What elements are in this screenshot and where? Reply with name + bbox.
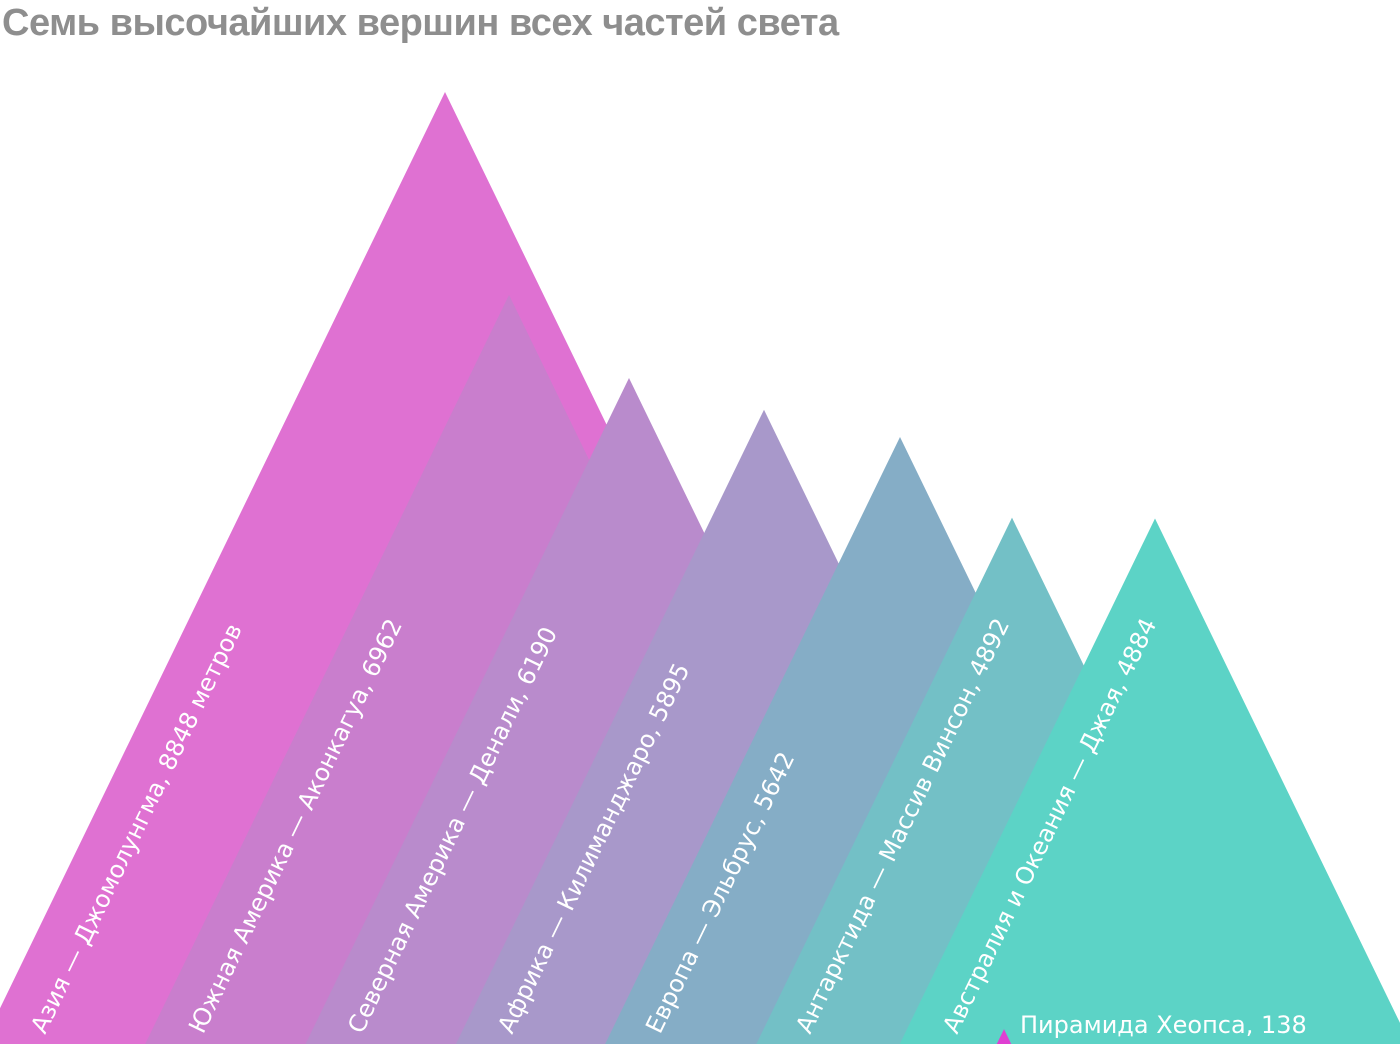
peak-7 bbox=[899, 518, 1400, 1044]
peaks-layer bbox=[0, 92, 1400, 1044]
pyramid-marker bbox=[996, 1029, 1012, 1044]
pyramid-label: Пирамида Хеопса, 138 bbox=[1020, 1011, 1307, 1039]
chart-title: Семь высочайших вершин всех частей света bbox=[2, 2, 839, 44]
